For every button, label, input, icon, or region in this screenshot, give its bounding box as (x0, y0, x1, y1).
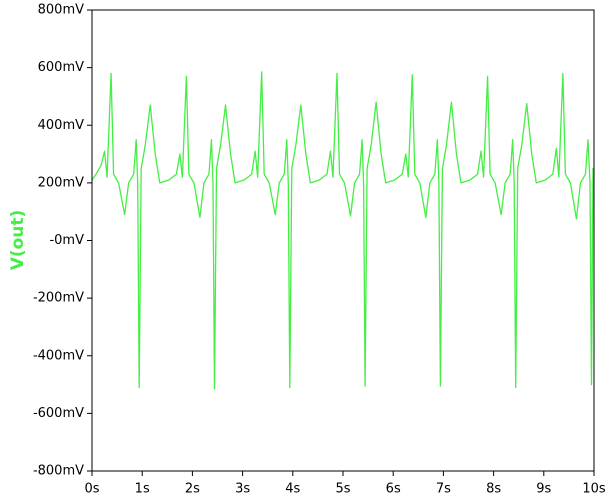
x-tick-label: 4s (285, 482, 300, 497)
y-tick-label: -600mV (33, 406, 84, 421)
x-tick-label: 2s (185, 482, 200, 497)
x-tick-label: 8s (486, 482, 501, 497)
plot-frame (91, 9, 595, 472)
y-tick-label: -0mV (49, 233, 84, 248)
x-tick-label: 10s (582, 482, 606, 497)
x-tick-label: 1s (135, 482, 150, 497)
y-axis-label: V(out) (8, 210, 28, 271)
x-tick-label: 0s (84, 482, 99, 497)
x-tick-label: 7s (436, 482, 451, 497)
x-tick-label: 3s (235, 482, 250, 497)
y-tick-label: -200mV (33, 291, 84, 306)
x-tick-label: 5s (335, 482, 350, 497)
y-tick-label: 600mV (38, 60, 84, 75)
x-tick-label: 9s (536, 482, 551, 497)
x-tick-label: 6s (386, 482, 401, 497)
y-tick-label: 400mV (38, 118, 84, 133)
y-tick-label: 200mV (38, 175, 84, 190)
series-line (91, 71, 595, 390)
y-tick-label: -400mV (33, 348, 84, 363)
y-tick-label: 800mV (38, 3, 84, 18)
y-tick-label: -800mV (33, 464, 84, 479)
